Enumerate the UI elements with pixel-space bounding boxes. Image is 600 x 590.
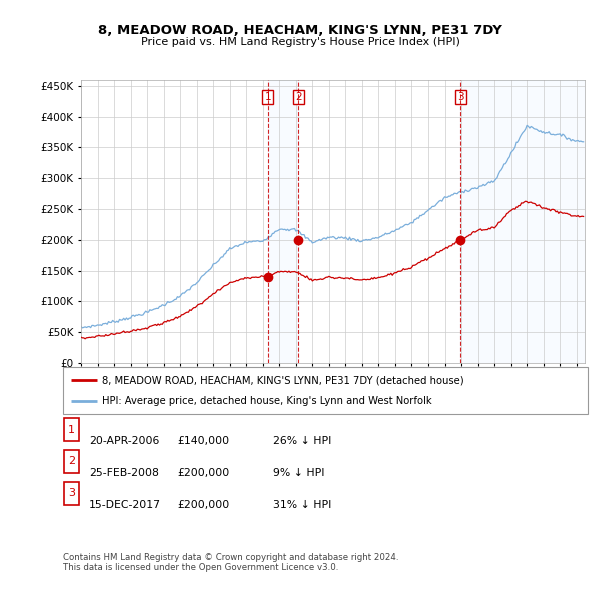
FancyBboxPatch shape	[64, 481, 79, 505]
Text: 15-DEC-2017: 15-DEC-2017	[89, 500, 161, 510]
Text: 8, MEADOW ROAD, HEACHAM, KING'S LYNN, PE31 7DY: 8, MEADOW ROAD, HEACHAM, KING'S LYNN, PE…	[98, 24, 502, 37]
FancyBboxPatch shape	[63, 367, 588, 414]
Bar	[460, 80, 585, 363]
Text: Price paid vs. HM Land Registry's House Price Index (HPI): Price paid vs. HM Land Registry's House …	[140, 37, 460, 47]
Text: 25-FEB-2008: 25-FEB-2008	[89, 468, 158, 478]
Text: 8, MEADOW ROAD, HEACHAM, KING'S LYNN, PE31 7DY (detached house): 8, MEADOW ROAD, HEACHAM, KING'S LYNN, PE…	[103, 375, 464, 385]
Text: This data is licensed under the Open Government Licence v3.0.: This data is licensed under the Open Gov…	[63, 563, 338, 572]
Text: 26% ↓ HPI: 26% ↓ HPI	[273, 437, 331, 446]
Text: Contains HM Land Registry data © Crown copyright and database right 2024.: Contains HM Land Registry data © Crown c…	[63, 553, 398, 562]
Text: £200,000: £200,000	[177, 468, 229, 478]
Text: 3: 3	[457, 93, 464, 103]
FancyBboxPatch shape	[64, 418, 79, 441]
Text: 2: 2	[295, 93, 302, 103]
Text: 1: 1	[68, 425, 75, 434]
Text: 31% ↓ HPI: 31% ↓ HPI	[273, 500, 331, 510]
Text: 20-APR-2006: 20-APR-2006	[89, 437, 159, 446]
Text: 1: 1	[265, 93, 271, 103]
FancyBboxPatch shape	[64, 450, 79, 473]
Text: £140,000: £140,000	[177, 437, 229, 446]
Text: £200,000: £200,000	[177, 500, 229, 510]
Text: HPI: Average price, detached house, King's Lynn and West Norfolk: HPI: Average price, detached house, King…	[103, 396, 432, 406]
Bar	[268, 80, 298, 363]
Text: 9% ↓ HPI: 9% ↓ HPI	[273, 468, 325, 478]
Text: 2: 2	[68, 457, 75, 466]
Text: 3: 3	[68, 489, 75, 498]
